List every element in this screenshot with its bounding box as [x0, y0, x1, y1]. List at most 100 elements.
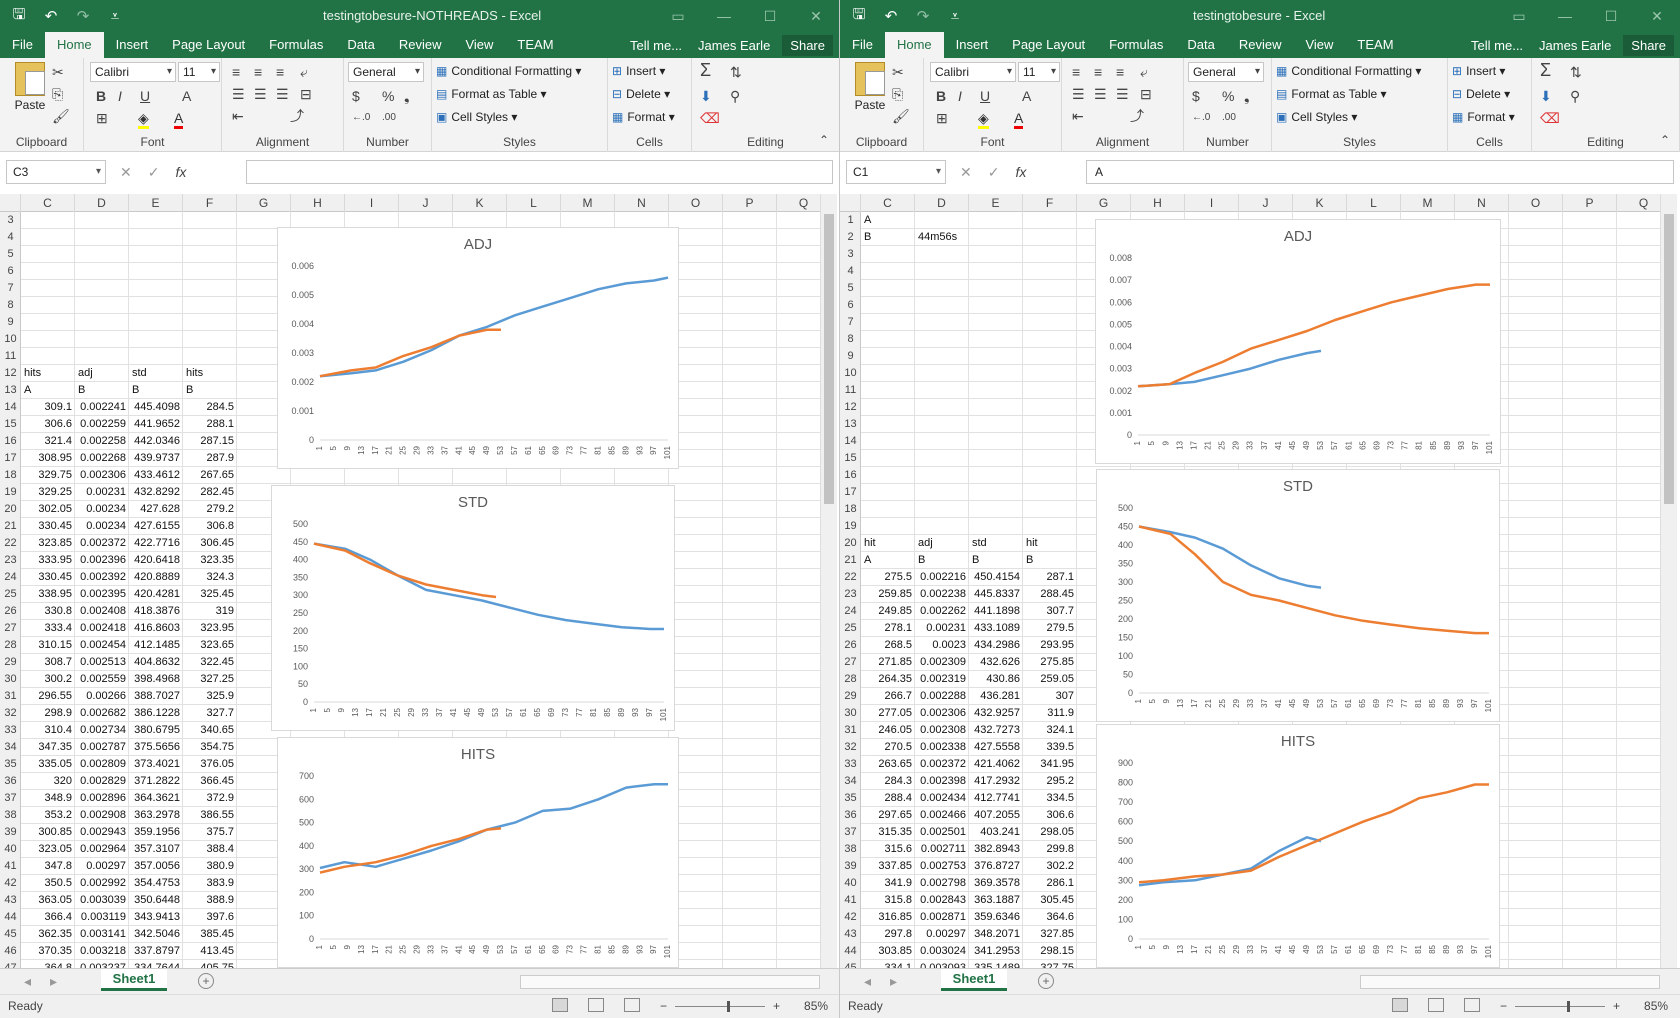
fill-color-icon[interactable]: ◈ — [138, 110, 149, 129]
save-icon[interactable]: 🖫 — [852, 5, 866, 23]
cell[interactable]: 337.8797 — [134, 945, 180, 957]
cell[interactable]: 427.6155 — [134, 520, 180, 532]
cell[interactable]: 388.4 — [206, 843, 234, 855]
name-box[interactable]: C1 — [846, 160, 946, 184]
column-header[interactable]: H — [1131, 194, 1185, 212]
column-header[interactable]: J — [399, 194, 453, 212]
cell[interactable]: 297.8 — [884, 928, 912, 940]
cut-icon[interactable]: ✂ — [892, 64, 904, 80]
cell[interactable]: 359.1956 — [134, 826, 180, 838]
cell[interactable]: 432.7273 — [974, 724, 1020, 736]
cell[interactable]: 0.00234 — [86, 520, 126, 532]
cell[interactable]: 333.4 — [44, 622, 72, 634]
cell[interactable]: 0.002896 — [80, 792, 126, 804]
delete-cells-button[interactable]: ⊟ Delete ▾ — [612, 85, 670, 103]
cell[interactable]: A — [24, 384, 32, 396]
row-header[interactable]: 7 — [7, 282, 14, 294]
next-sheet-icon[interactable]: ▸ — [50, 973, 58, 989]
cell[interactable]: 293.95 — [1040, 639, 1074, 651]
cell[interactable]: 434.2986 — [974, 639, 1020, 651]
cell[interactable]: 279.2 — [206, 503, 234, 515]
align-icon[interactable]: ≡ — [1072, 64, 1081, 80]
cell[interactable]: 348.9 — [44, 792, 72, 804]
row-header[interactable]: 22 — [4, 537, 17, 549]
cancel-icon[interactable]: ✕ — [120, 163, 132, 180]
cell[interactable]: 297.65 — [878, 809, 912, 821]
tab-data[interactable]: Data — [347, 37, 375, 52]
cell[interactable]: 335.05 — [38, 758, 72, 770]
cell[interactable]: 323.35 — [200, 554, 234, 566]
row-header[interactable]: 32 — [4, 707, 17, 719]
cell[interactable]: 337.85 — [878, 860, 912, 872]
horizontal-scrollbar[interactable] — [1360, 975, 1660, 989]
percent-icon[interactable]: % — [1222, 88, 1235, 104]
find-select-icon[interactable]: ⚲ — [1570, 88, 1581, 104]
align-icon[interactable]: ☰ — [276, 86, 289, 102]
row-header[interactable]: 33 — [4, 724, 17, 736]
row-header[interactable]: 34 — [844, 775, 857, 787]
cell[interactable]: hit — [864, 537, 876, 549]
cell[interactable]: 0.002216 — [920, 571, 966, 583]
clear-icon[interactable]: ⌫ — [700, 110, 720, 126]
tab-team[interactable]: TEAM — [517, 37, 554, 52]
row-header[interactable]: 34 — [4, 741, 17, 753]
row-header[interactable]: 38 — [844, 843, 857, 855]
insert-cells-button[interactable]: ⊞ Insert ▾ — [1452, 62, 1505, 80]
row-header[interactable]: 29 — [844, 690, 857, 702]
redo-icon[interactable]: ↷ — [76, 8, 90, 25]
cell[interactable]: adj — [918, 537, 933, 549]
cell[interactable]: 302.2 — [1046, 860, 1074, 872]
cell[interactable]: 0.002513 — [80, 656, 126, 668]
row-header[interactable]: 9 — [847, 350, 854, 362]
page-layout-view-icon[interactable] — [1428, 998, 1444, 1012]
cell[interactable]: 376.05 — [200, 758, 234, 770]
cell[interactable]: 284.5 — [206, 401, 234, 413]
align-icon[interactable]: ☰ — [254, 86, 267, 102]
cell[interactable]: 259.05 — [1040, 673, 1074, 685]
insert-function-icon[interactable]: fx — [175, 164, 187, 180]
row-header[interactable]: 30 — [4, 673, 17, 685]
page-break-view-icon[interactable] — [1464, 998, 1480, 1012]
close-icon[interactable]: ✕ — [1651, 7, 1663, 24]
cell[interactable]: 329.25 — [38, 486, 72, 498]
row-header[interactable]: 6 — [7, 265, 14, 277]
sheet-tab-sheet1[interactable]: Sheet1 — [941, 969, 1007, 991]
tab-file[interactable]: File — [12, 37, 33, 52]
align-icon[interactable]: ☰ — [1094, 86, 1107, 102]
align-icon[interactable]: ≡ — [254, 64, 263, 80]
tab-view[interactable]: View — [1305, 37, 1334, 52]
cell[interactable]: adj — [78, 367, 93, 379]
find-select-icon[interactable]: ⚲ — [730, 88, 741, 104]
cell[interactable]: 375.5656 — [134, 741, 180, 753]
cell[interactable]: 306.8 — [206, 520, 234, 532]
tab-review[interactable]: Review — [398, 37, 442, 52]
zoom-level[interactable]: 85% — [804, 999, 829, 1013]
cell[interactable]: 386.55 — [200, 809, 234, 821]
row-header[interactable]: 40 — [844, 877, 857, 889]
cell[interactable]: 450.4154 — [974, 571, 1020, 583]
cell[interactable]: 0.002908 — [80, 809, 126, 821]
cell[interactable]: B — [972, 554, 980, 566]
cell[interactable]: 0.002943 — [80, 826, 126, 838]
cell[interactable]: 380.9 — [206, 860, 234, 872]
column-header[interactable]: P — [1563, 194, 1617, 212]
cell[interactable]: 430.86 — [986, 673, 1020, 685]
row-header[interactable]: 36 — [844, 809, 857, 821]
cell[interactable]: 380.6795 — [134, 724, 180, 736]
format-as-table-button[interactable]: ▤ Format as Table ▾ — [436, 85, 547, 103]
cell[interactable]: 0.002238 — [920, 588, 966, 600]
cell[interactable]: 0.002241 — [80, 401, 126, 413]
row-header[interactable]: 5 — [847, 282, 854, 294]
cell[interactable]: 311.9 — [1047, 707, 1074, 719]
number-format-dropdown[interactable]: General — [348, 62, 424, 82]
number-format-dropdown[interactable]: General — [1188, 62, 1264, 82]
row-header[interactable]: 7 — [847, 316, 854, 328]
next-sheet-icon[interactable]: ▸ — [890, 973, 898, 989]
column-header[interactable]: N — [615, 194, 669, 212]
cell[interactable]: 422.7716 — [134, 537, 180, 549]
undo-icon[interactable]: ↶ — [44, 8, 58, 25]
enter-icon[interactable]: ✓ — [147, 163, 160, 180]
chart-left-std[interactable]: STD 0 50 100 150 200 250 300 350 400 450 500 1 5 9 13 17… — [271, 485, 675, 731]
format-painter-icon[interactable]: 🖌 — [52, 108, 70, 124]
row-header[interactable]: 3 — [7, 214, 14, 226]
